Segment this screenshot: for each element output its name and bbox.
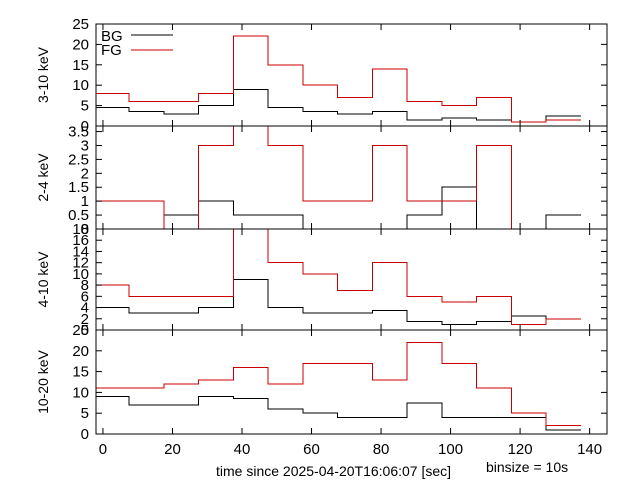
- y-tick-label: 6: [81, 288, 89, 305]
- legend: BG FG: [101, 28, 173, 59]
- x-tick-label: 20: [164, 441, 181, 458]
- x-tick-label: 140: [577, 441, 602, 458]
- y-tick-label: 15: [72, 364, 89, 381]
- y-axis-label: 3-10 keV: [35, 46, 51, 103]
- y-tick-label: 25: [72, 16, 89, 33]
- x-tick-label: 40: [234, 441, 251, 458]
- y-tick-label: 0: [81, 426, 89, 443]
- legend-label-bg: BG: [101, 28, 123, 45]
- panel-frame: [95, 228, 608, 331]
- series-line-fg: [96, 35, 581, 123]
- y-tick-label: 0.5: [68, 207, 89, 224]
- y-tick-label: 2: [81, 311, 89, 328]
- y-tick-label: 10: [72, 266, 89, 283]
- y-tick-label: 16: [72, 232, 89, 249]
- y-axis-label: 2-4 keV: [35, 153, 51, 202]
- y-tick-label: 4: [81, 300, 89, 317]
- panel-2: 00.511.522.533.5 2-4 keV: [35, 124, 608, 238]
- y-tick-label: 14: [72, 243, 89, 260]
- series-line-fg: [96, 126, 581, 229]
- x-tick-label: 60: [303, 441, 320, 458]
- y-tick-label: 20: [72, 36, 89, 53]
- x-tick-label: 120: [508, 441, 533, 458]
- y-axis-label: 4-10 keV: [35, 251, 51, 308]
- series-line-bg: [96, 186, 581, 229]
- y-tick-label: 10: [72, 384, 89, 401]
- y-tick-label: 5: [81, 98, 89, 115]
- x-tick-label: 100: [438, 441, 463, 458]
- panel-frame: [95, 23, 608, 127]
- y-tick-label: 5: [81, 405, 89, 422]
- panel-frame: [95, 329, 608, 435]
- y-tick-label: 3.5: [68, 124, 89, 141]
- series-line-bg: [96, 396, 581, 431]
- series-line-bg: [96, 88, 581, 123]
- y-tick-label: 12: [72, 255, 89, 272]
- series-line-bg: [96, 279, 581, 325]
- y-tick-label: 25: [72, 322, 89, 339]
- y-tick-label: 1: [81, 193, 89, 210]
- y-tick-label: 10: [72, 77, 89, 94]
- x-tick-label: 0: [99, 441, 107, 458]
- panel-4: 0 5 10 15 20 25 10-20 keV: [35, 322, 608, 443]
- legend-label-fg: FG: [101, 42, 122, 59]
- y-tick-label: 15: [72, 57, 89, 74]
- y-tick-label: 2: [81, 165, 89, 182]
- panel-frame: [95, 125, 608, 230]
- x-axis-title: time since 2025-04-20T16:06:07 [sec]: [216, 463, 451, 479]
- y-tick-label: 8: [81, 277, 89, 294]
- y-tick-label: 20: [72, 343, 89, 360]
- y-tick-label: 1.5: [68, 179, 89, 196]
- x-tick-label: 80: [373, 441, 390, 458]
- binsize-note: binsize = 10s: [486, 459, 568, 475]
- y-tick-label: 0: [81, 118, 89, 135]
- y-tick-label: 3: [81, 137, 89, 154]
- panel-1: 0 5 10 15 20 25 3-10 keV: [35, 16, 608, 135]
- y-tick-label: 18: [72, 221, 89, 238]
- y-tick-label: 0: [81, 322, 89, 339]
- y-tick-label: 0: [81, 221, 89, 238]
- y-tick-label: 2.5: [68, 151, 89, 168]
- series-line-fg: [96, 341, 581, 427]
- y-axis-label: 10-20 keV: [35, 349, 51, 413]
- series-line-fg: [96, 229, 581, 325]
